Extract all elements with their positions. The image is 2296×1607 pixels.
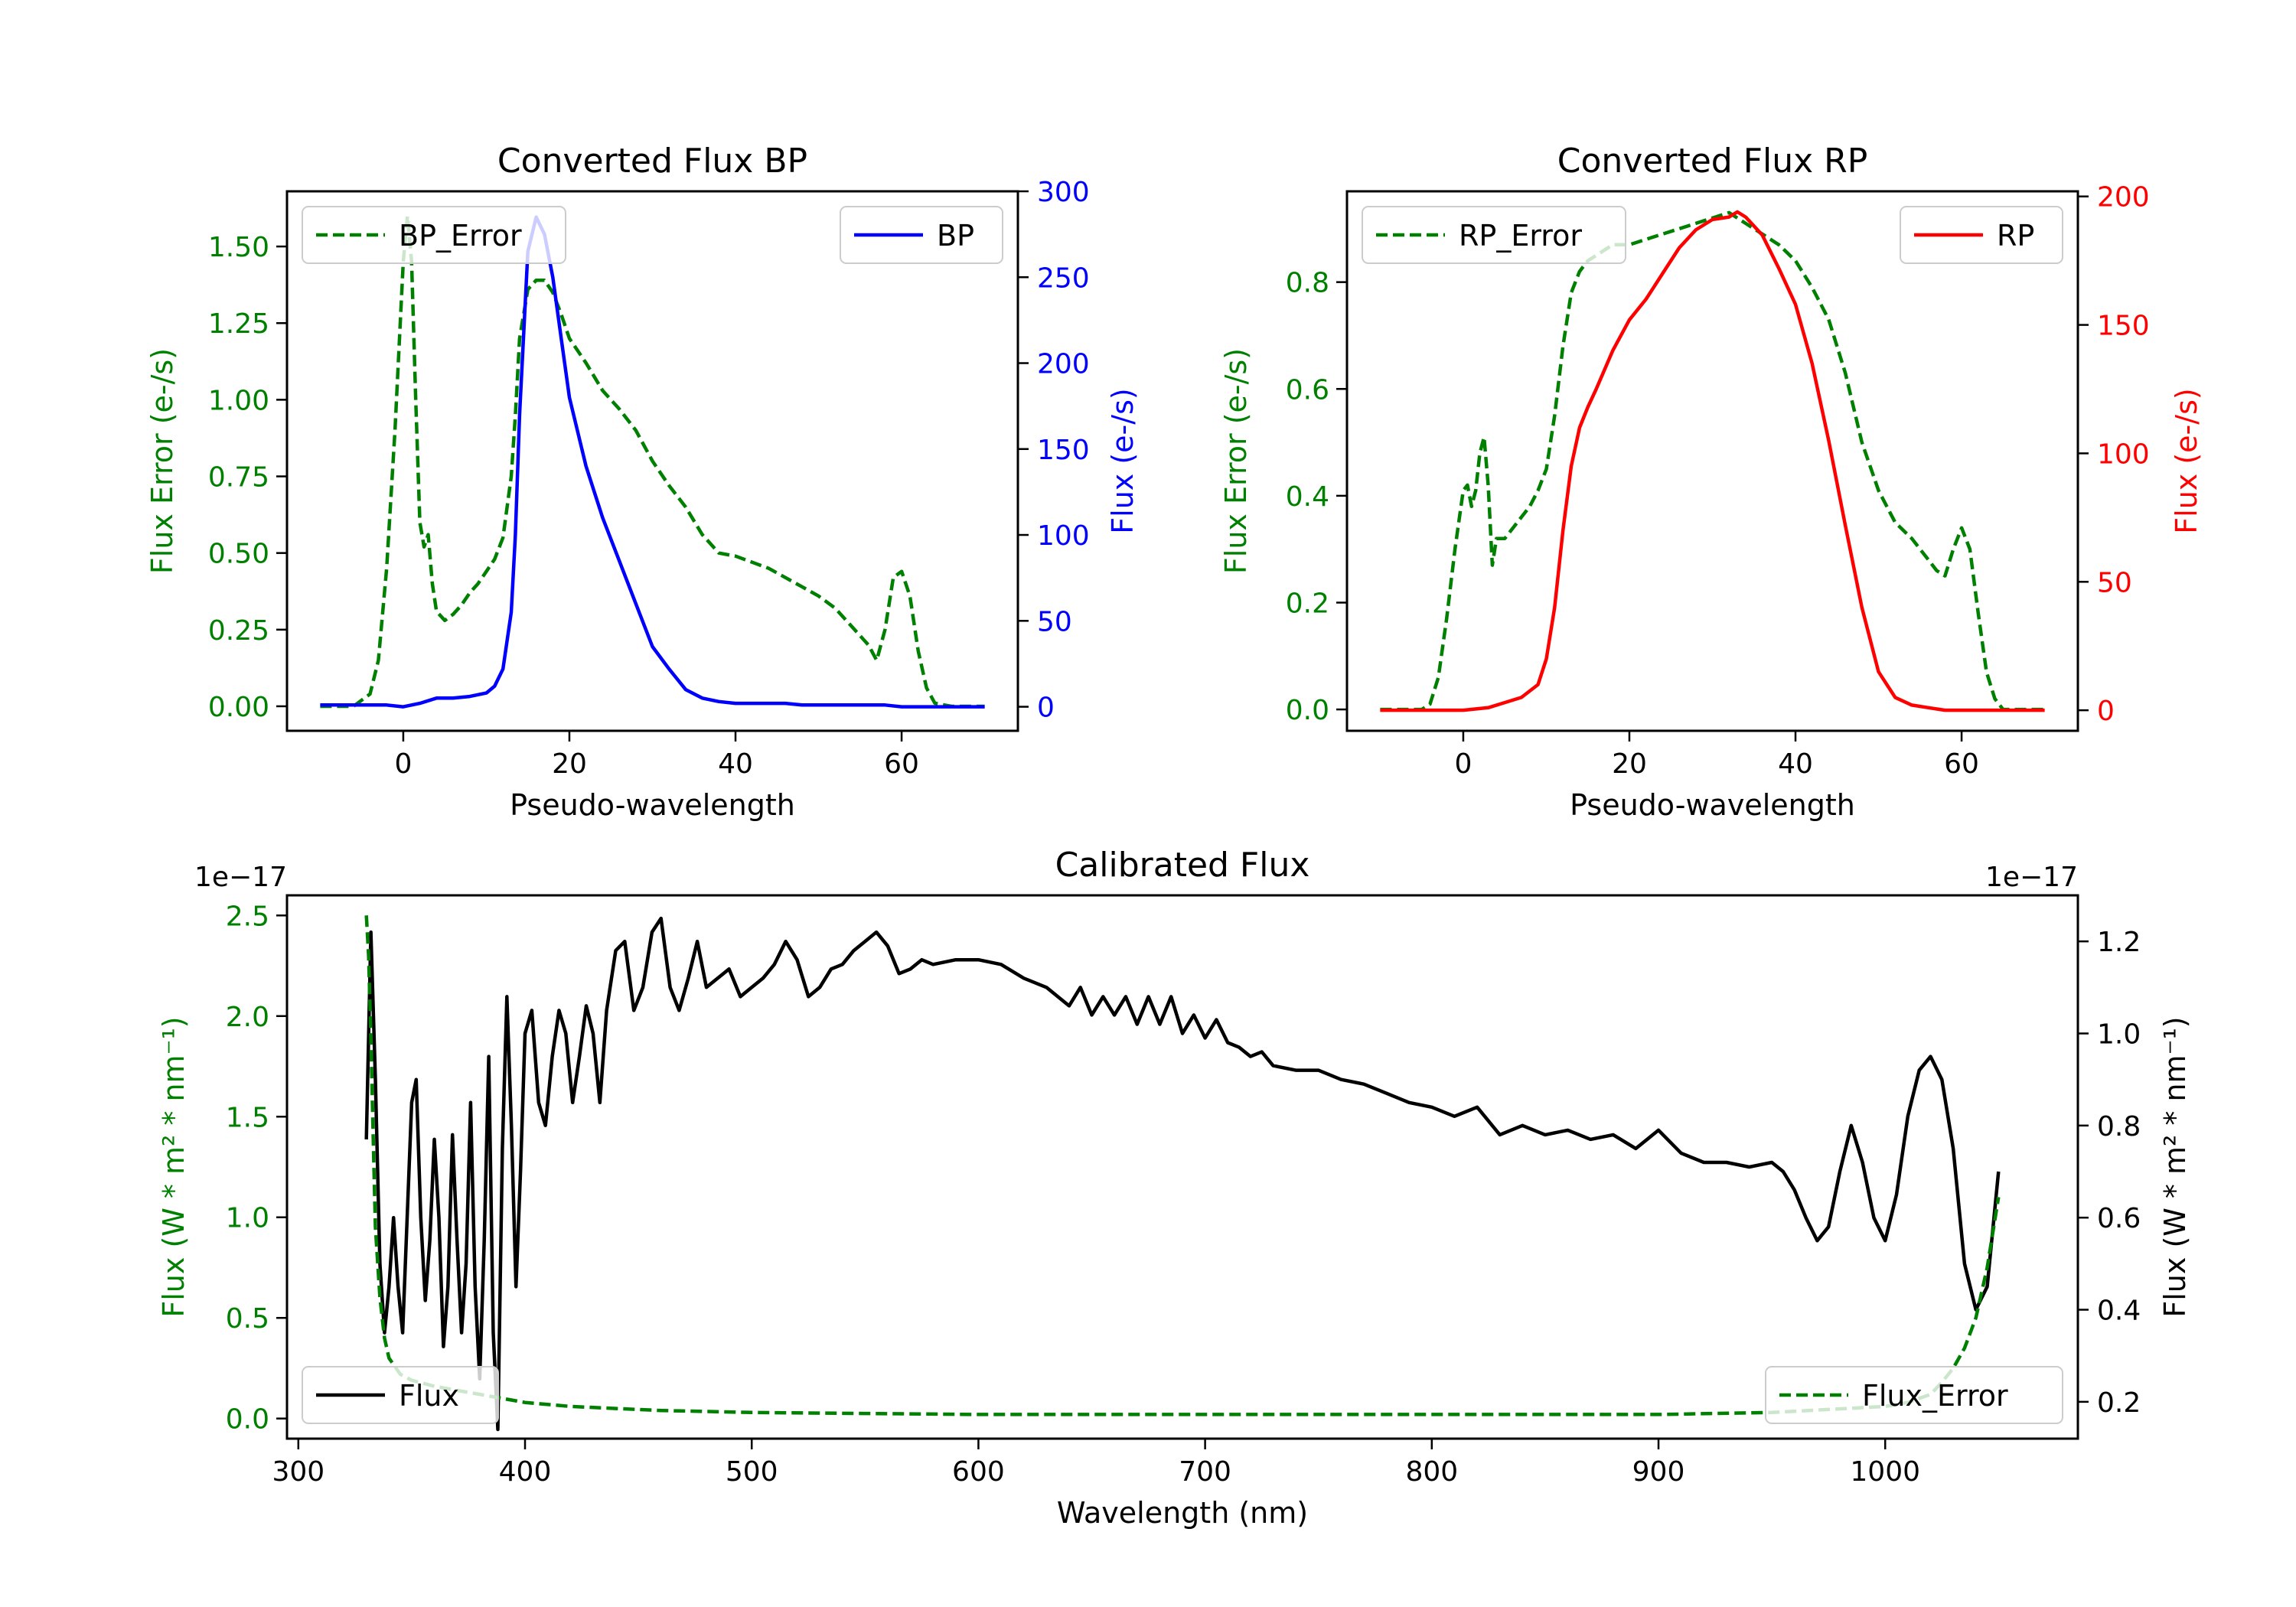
series-line-rp bbox=[1380, 210, 2045, 712]
y-left-scale-text: 1e−17 bbox=[194, 862, 287, 893]
axes-frame bbox=[1345, 190, 2079, 732]
legend-rp: RP bbox=[1900, 206, 2063, 264]
y-left-tick-label: 0.4 bbox=[1286, 481, 1329, 513]
x-tick-label: 20 bbox=[552, 748, 587, 780]
legend-label: BP bbox=[937, 219, 974, 253]
y-left-tick-label: 2.5 bbox=[226, 901, 269, 932]
y-left-tick-label: 1.5 bbox=[226, 1102, 269, 1133]
chart-title: Converted Flux BP bbox=[497, 142, 807, 181]
x-tick-label: 1000 bbox=[1850, 1456, 1920, 1488]
y-right-axis-label: Flux (e-/s) bbox=[2170, 388, 2203, 533]
y-left-tick-label: 0.0 bbox=[1286, 695, 1329, 726]
x-tick-label: 40 bbox=[718, 748, 753, 780]
legend-bp-error: BP_Error bbox=[302, 206, 566, 264]
y-right-tick-label: 50 bbox=[1037, 606, 1072, 637]
y-right-tick-label: 0.2 bbox=[2097, 1387, 2141, 1419]
y-left-tick-label: 1.25 bbox=[208, 308, 269, 340]
series-line-flux bbox=[364, 916, 2001, 1432]
y-right-tick-label: 200 bbox=[1037, 349, 1090, 380]
axes-frame bbox=[285, 894, 2079, 1440]
series-line-rp-error bbox=[1380, 210, 2045, 712]
y-right-tick-label: 150 bbox=[2097, 311, 2150, 342]
x-tick-label: 20 bbox=[1612, 748, 1647, 780]
x-tick-label: 800 bbox=[1405, 1456, 1458, 1488]
x-tick-label: 700 bbox=[1179, 1456, 1231, 1488]
legend-bp: BP bbox=[840, 206, 1003, 264]
y-right-tick-label: 100 bbox=[2097, 438, 2150, 470]
legend-label: RP bbox=[1997, 219, 2034, 253]
chart-title: Calibrated Flux bbox=[1055, 846, 1310, 885]
y-right-tick-label: 100 bbox=[1037, 520, 1090, 552]
x-tick-label: 400 bbox=[499, 1456, 552, 1488]
y-left-axis-label: Flux (W * m² * nm⁻¹) bbox=[157, 1016, 191, 1317]
series-line-flux-error bbox=[364, 915, 2001, 1416]
chart-title: Converted Flux RP bbox=[1557, 142, 1868, 181]
legend-flux: Flux bbox=[302, 1366, 499, 1424]
y-right-axis-label: Flux (W * m² * nm⁻¹) bbox=[2158, 1016, 2192, 1317]
y-left-tick-label: 0.00 bbox=[208, 692, 269, 723]
x-axis-label: Pseudo-wavelength bbox=[1570, 788, 1855, 822]
x-tick-label: 0 bbox=[394, 748, 412, 780]
y-left-tick-label: 1.0 bbox=[226, 1203, 269, 1234]
y-right-tick-label: 0.8 bbox=[2097, 1111, 2141, 1143]
y-right-tick-label: 1.2 bbox=[2097, 927, 2141, 958]
y-left-tick-label: 0.5 bbox=[226, 1303, 269, 1335]
y-left-tick-label: 0.0 bbox=[226, 1404, 269, 1436]
x-tick-label: 60 bbox=[884, 748, 919, 780]
y-right-scale-text: 1e−17 bbox=[1985, 862, 2078, 893]
x-tick-label: 40 bbox=[1778, 748, 1813, 780]
x-tick-label: 600 bbox=[952, 1456, 1005, 1488]
x-tick-label: 500 bbox=[726, 1456, 778, 1488]
chart-1: Converted Flux BP 0 20 40 60 Pseudo-wavelengt… bbox=[145, 142, 1140, 822]
plot-area bbox=[1380, 210, 2045, 712]
y-left-tick-label: 2.0 bbox=[226, 1002, 269, 1033]
legend-label: BP_Error bbox=[399, 219, 522, 253]
x-tick-label: 0 bbox=[1454, 748, 1472, 780]
x-axis-label: Pseudo-wavelength bbox=[510, 788, 795, 822]
y-left-tick-label: 0.25 bbox=[208, 615, 269, 647]
y-left-tick-label: 0.8 bbox=[1286, 268, 1329, 299]
y-right-tick-label: 200 bbox=[2097, 182, 2150, 214]
series-line-bp-error bbox=[320, 214, 985, 709]
y-left-tick-label: 1.50 bbox=[208, 232, 269, 263]
x-axis-label: Wavelength (nm) bbox=[1057, 1496, 1308, 1530]
y-right-tick-label: 0.6 bbox=[2097, 1203, 2141, 1234]
y-left-tick-label: 1.00 bbox=[208, 385, 269, 416]
series-line-bp bbox=[320, 215, 985, 709]
y-left-axis-label: Flux Error (e-/s) bbox=[145, 348, 179, 574]
y-right-tick-label: 300 bbox=[1037, 177, 1090, 208]
y-right-tick-label: 0 bbox=[2097, 696, 2115, 727]
legend-rp-error: RP_Error bbox=[1362, 206, 1626, 264]
y-right-tick-label: 0 bbox=[1037, 693, 1055, 724]
y-right-tick-label: 250 bbox=[1037, 262, 1090, 294]
axes-frame bbox=[285, 190, 1019, 732]
legend-label: RP_Error bbox=[1459, 219, 1582, 253]
x-tick-label: 900 bbox=[1632, 1456, 1685, 1488]
legend-flux-error: Flux_Error bbox=[1765, 1366, 2063, 1424]
plot-area bbox=[364, 915, 2001, 1432]
legend-box bbox=[302, 1366, 499, 1424]
y-left-tick-label: 0.2 bbox=[1286, 588, 1329, 619]
plot-area bbox=[320, 214, 985, 709]
chart-3: Calibrated Flux 300 400 500 600 700 800 900 1000… bbox=[157, 846, 2192, 1530]
legend-box bbox=[1765, 1366, 2063, 1424]
legend-box bbox=[302, 206, 566, 264]
legend-label: Flux_Error bbox=[1862, 1379, 2008, 1413]
y-right-axis-label: Flux (e-/s) bbox=[1106, 388, 1140, 533]
chart-2: Converted Flux RP 0 20 40 60 Pseudo-wavelengt… bbox=[1219, 142, 2203, 822]
y-left-tick-label: 0.50 bbox=[208, 539, 269, 570]
y-left-axis-label: Flux Error (e-/s) bbox=[1219, 348, 1253, 574]
y-right-tick-label: 50 bbox=[2097, 567, 2132, 598]
y-left-tick-label: 0.6 bbox=[1286, 374, 1329, 406]
y-right-tick-label: 1.0 bbox=[2097, 1019, 2141, 1051]
legend-label: Flux bbox=[399, 1379, 459, 1413]
y-right-tick-label: 150 bbox=[1037, 435, 1090, 466]
y-right-tick-label: 0.4 bbox=[2097, 1296, 2141, 1327]
x-tick-label: 300 bbox=[272, 1456, 325, 1488]
x-tick-label: 60 bbox=[1944, 748, 1979, 780]
y-left-tick-label: 0.75 bbox=[208, 462, 269, 494]
legend-box bbox=[1362, 206, 1626, 264]
